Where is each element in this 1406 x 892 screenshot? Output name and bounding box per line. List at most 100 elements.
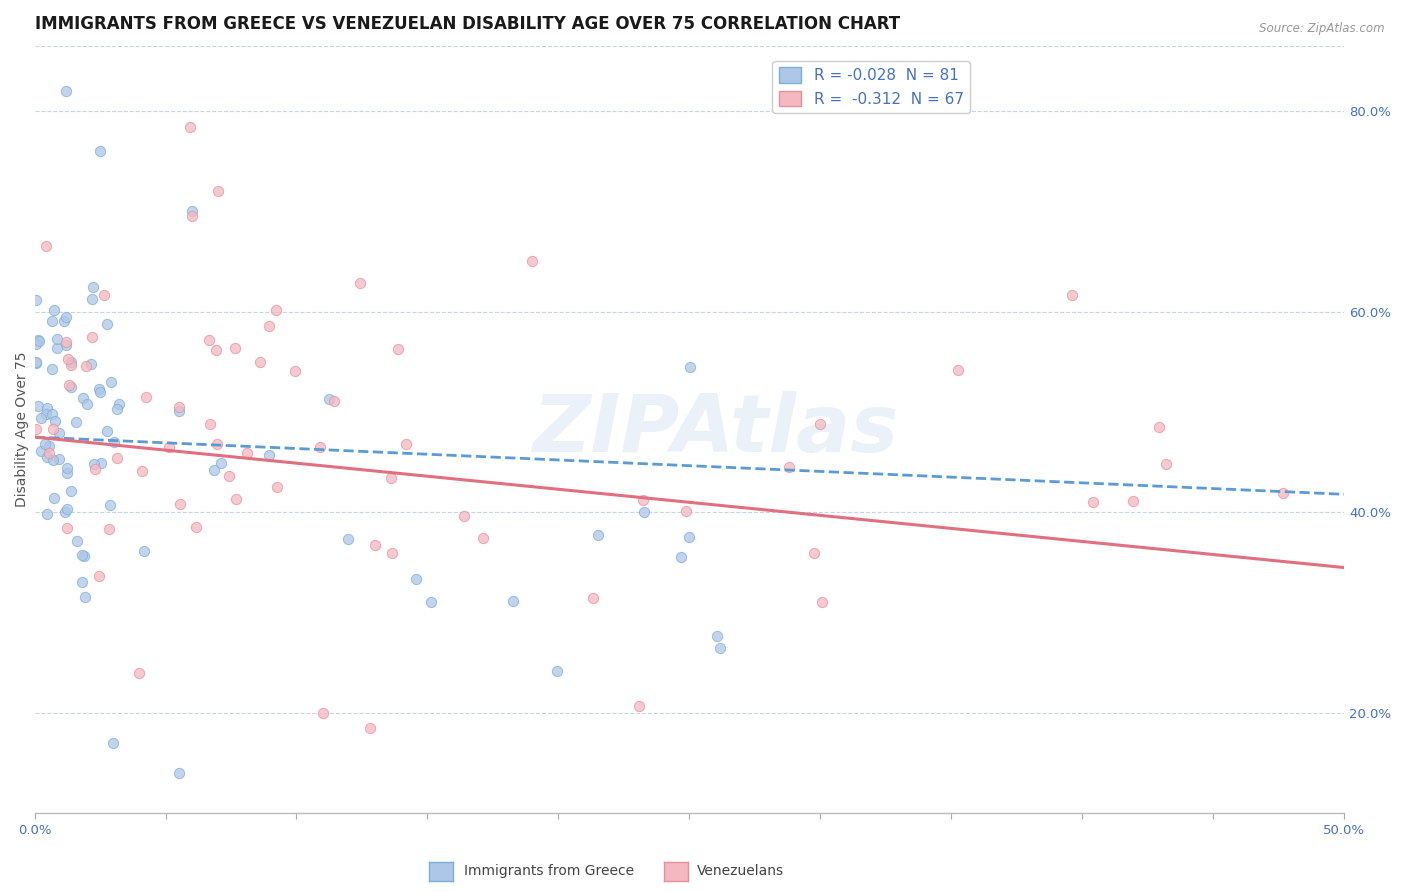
Point [948,362,970,376]
Point [52,314,75,328]
Point [48,452,70,467]
Point [44,413,66,427]
Point [27,334,49,348]
Point [83,457,105,471]
Point [90,456,112,470]
Point [30,411,52,425]
Point [546,664,568,678]
Point [808,417,831,431]
Point [209,456,232,470]
Point [1147,419,1170,434]
Y-axis label: Disability Age Over 75: Disability Age Over 75 [15,351,30,508]
Point [59,379,82,393]
Text: Immigrants from Greece: Immigrants from Greece [464,864,634,879]
Point [405,572,427,586]
Point [75,359,97,374]
Point [42,491,65,505]
Point [25,336,48,351]
Point [55,501,77,516]
Point [202,463,225,477]
Point [236,446,259,460]
Point [66,533,89,548]
Point [56,460,79,475]
Point [180,204,202,219]
Point [58,378,80,392]
Text: Venezuelans: Venezuelans [697,864,785,879]
Legend: R = -0.028  N = 81, R =  -0.312  N = 67: R = -0.028 N = 81, R = -0.312 N = 67 [772,61,970,112]
Point [25,355,48,369]
Point [60,355,83,369]
Point [41,453,63,467]
Point [96,425,118,439]
Point [380,471,402,485]
Point [167,404,190,418]
Point [522,254,544,268]
Point [323,393,346,408]
Point [70,575,93,590]
Point [678,530,700,544]
Point [205,437,228,451]
Point [387,343,409,357]
Point [24,422,46,436]
Point [44,303,66,318]
Point [1122,494,1144,508]
Point [38,446,60,460]
Point [472,531,495,545]
Point [107,397,129,411]
Point [41,314,63,328]
Point [60,358,83,372]
Point [93,288,115,302]
Point [309,440,332,454]
Point [38,439,60,453]
Point [131,464,153,478]
Point [200,417,222,432]
Point [257,319,280,334]
Point [101,736,124,750]
Point [59,484,82,499]
Point [1060,288,1083,302]
Point [186,520,208,534]
Point [128,665,150,680]
Point [349,277,371,291]
Point [35,507,58,521]
Point [80,357,103,371]
Point [105,450,128,465]
Point [311,706,333,720]
Point [105,401,128,416]
Point [264,302,287,317]
Point [82,280,104,294]
Point [709,640,731,655]
Point [679,360,702,375]
Point [35,401,58,416]
Point [72,391,94,405]
Point [25,293,48,308]
Point [811,595,834,609]
Point [706,629,728,643]
Point [179,120,201,135]
Point [581,591,603,605]
Point [249,354,271,368]
Point [98,522,121,536]
Point [671,549,693,564]
Point [87,383,110,397]
Point [89,569,111,583]
Point [284,364,307,378]
Point [420,594,443,608]
Point [336,532,359,546]
Point [45,341,67,355]
Point [157,440,180,454]
Point [205,343,228,357]
Point [41,362,63,376]
Point [55,338,77,352]
Point [675,504,697,518]
Point [627,698,650,713]
Text: ZIPAtlas: ZIPAtlas [533,391,898,468]
Point [56,351,79,366]
Point [181,209,204,223]
Point [103,435,125,450]
Point [55,334,77,349]
Point [98,498,121,512]
Point [73,590,96,604]
Point [1083,495,1105,509]
Point [257,448,280,462]
